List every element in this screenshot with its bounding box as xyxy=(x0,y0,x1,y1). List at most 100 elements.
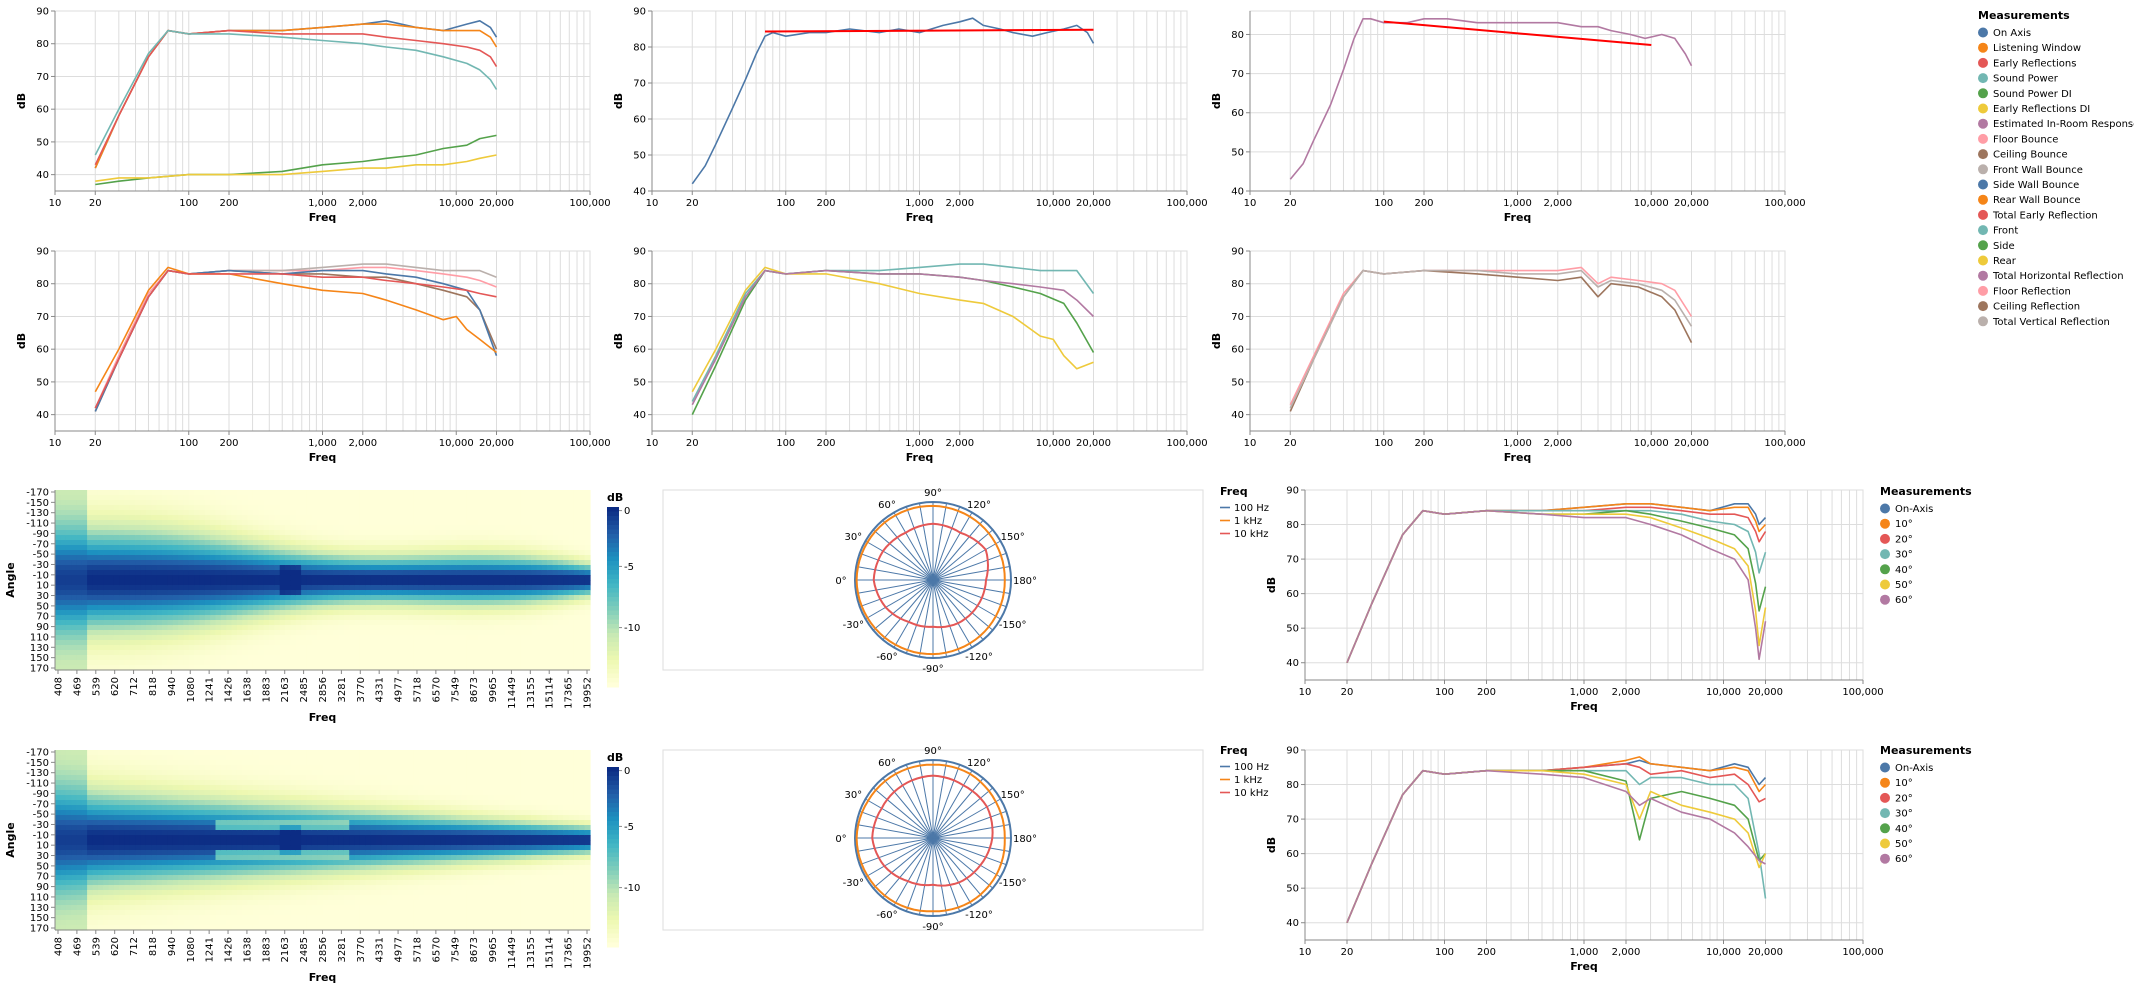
heat-cell xyxy=(450,655,457,661)
heat-cell xyxy=(60,785,67,791)
heat-cell xyxy=(477,655,484,661)
heat-cell xyxy=(338,640,345,646)
heat-cell xyxy=(440,610,447,616)
heat-cell xyxy=(584,600,591,606)
heat-cell xyxy=(552,585,559,591)
heat-cell xyxy=(536,615,543,621)
heat-cell xyxy=(135,620,142,626)
heat-cell xyxy=(215,515,222,521)
heat-cell xyxy=(92,875,99,881)
heat-cell xyxy=(322,660,329,666)
heat-cell xyxy=(178,530,184,536)
heat-cell xyxy=(547,535,554,541)
heat-cell xyxy=(97,645,104,651)
heat-cell xyxy=(231,640,238,646)
heat-cell xyxy=(440,590,447,596)
heat-cell xyxy=(97,750,104,756)
heat-cell xyxy=(370,625,377,631)
heat-cell xyxy=(76,550,83,556)
heat-cell xyxy=(579,645,586,651)
heat-cell xyxy=(509,660,516,666)
heat-cell xyxy=(317,515,324,521)
heat-cell xyxy=(103,635,110,641)
heat-cell xyxy=(129,870,136,876)
heat-cell xyxy=(295,530,302,536)
heat-cell xyxy=(445,495,452,501)
heat-cell xyxy=(204,570,211,576)
heat-cell xyxy=(579,525,586,531)
heat-cell xyxy=(525,625,532,631)
heat-cell xyxy=(295,640,302,646)
heat-cell xyxy=(434,610,441,616)
x-tick-label: 1,000 xyxy=(905,198,934,209)
heat-cell xyxy=(429,630,436,636)
heat-cell xyxy=(135,545,142,551)
heat-cell xyxy=(97,615,104,621)
heat-cell xyxy=(269,635,275,641)
heat-cell xyxy=(365,630,372,636)
heat-cell xyxy=(322,570,329,576)
heat-cell xyxy=(311,580,318,586)
heat-cell xyxy=(129,820,136,826)
heat-cell xyxy=(97,810,104,816)
heat-cell xyxy=(541,560,548,566)
heat-cell xyxy=(376,625,382,631)
heat-cell xyxy=(568,655,575,661)
heat-cell xyxy=(531,540,538,546)
y-tick-label: 90 xyxy=(1231,247,1244,258)
heat-cell xyxy=(226,585,233,591)
heat-cell xyxy=(162,580,168,586)
heat-cell xyxy=(172,490,179,496)
heat-cell xyxy=(397,510,404,516)
heat-cell xyxy=(333,565,340,571)
heat-cell xyxy=(199,665,206,671)
heat-cell xyxy=(333,535,340,541)
heat-cell xyxy=(65,845,72,851)
heat-cell xyxy=(301,510,308,516)
heat-cell xyxy=(135,555,142,561)
heat-cell xyxy=(263,630,270,636)
heat-cell xyxy=(317,560,324,566)
heat-cell xyxy=(76,510,83,516)
heat-cell xyxy=(204,650,211,656)
heat-cell xyxy=(226,625,233,631)
heat-cell xyxy=(504,555,511,561)
heat-cell xyxy=(440,540,447,546)
heat-cell xyxy=(210,580,217,586)
heat-cell xyxy=(156,615,163,621)
colorbar-segment xyxy=(607,556,619,562)
heat-cell xyxy=(199,630,206,636)
heat-cell xyxy=(279,630,286,636)
heat-cell xyxy=(162,590,168,596)
heat-cell xyxy=(552,550,559,556)
heat-cell xyxy=(381,595,388,601)
heat-cell xyxy=(370,650,377,656)
heat-cell xyxy=(135,600,142,606)
heat-cell xyxy=(392,600,398,606)
heat-cell xyxy=(515,540,522,546)
y-tick-label: 40 xyxy=(1286,918,1299,929)
heat-cell xyxy=(55,755,61,761)
heat-cell xyxy=(215,525,222,531)
heat-cell xyxy=(568,540,575,546)
heat-cell xyxy=(301,555,308,561)
legend-swatch xyxy=(1880,808,1890,819)
heat-cell xyxy=(397,665,404,671)
heat-cell xyxy=(124,535,131,541)
heat-cell xyxy=(413,645,420,651)
heat-cell xyxy=(263,665,270,671)
heat-cell xyxy=(188,640,195,646)
heat-cell xyxy=(290,490,297,496)
heat-cell xyxy=(429,540,436,546)
heat-cell xyxy=(397,635,404,641)
heat-cell xyxy=(306,645,313,651)
heat-cell xyxy=(81,755,88,761)
heat-cell xyxy=(60,545,67,551)
heat-cell xyxy=(365,520,372,526)
heat-cell xyxy=(434,500,441,506)
heat-cell xyxy=(183,615,190,621)
heat-cell xyxy=(461,545,468,551)
heat-cell xyxy=(327,565,334,571)
heat-cell xyxy=(274,655,281,661)
heat-cell xyxy=(108,620,115,626)
